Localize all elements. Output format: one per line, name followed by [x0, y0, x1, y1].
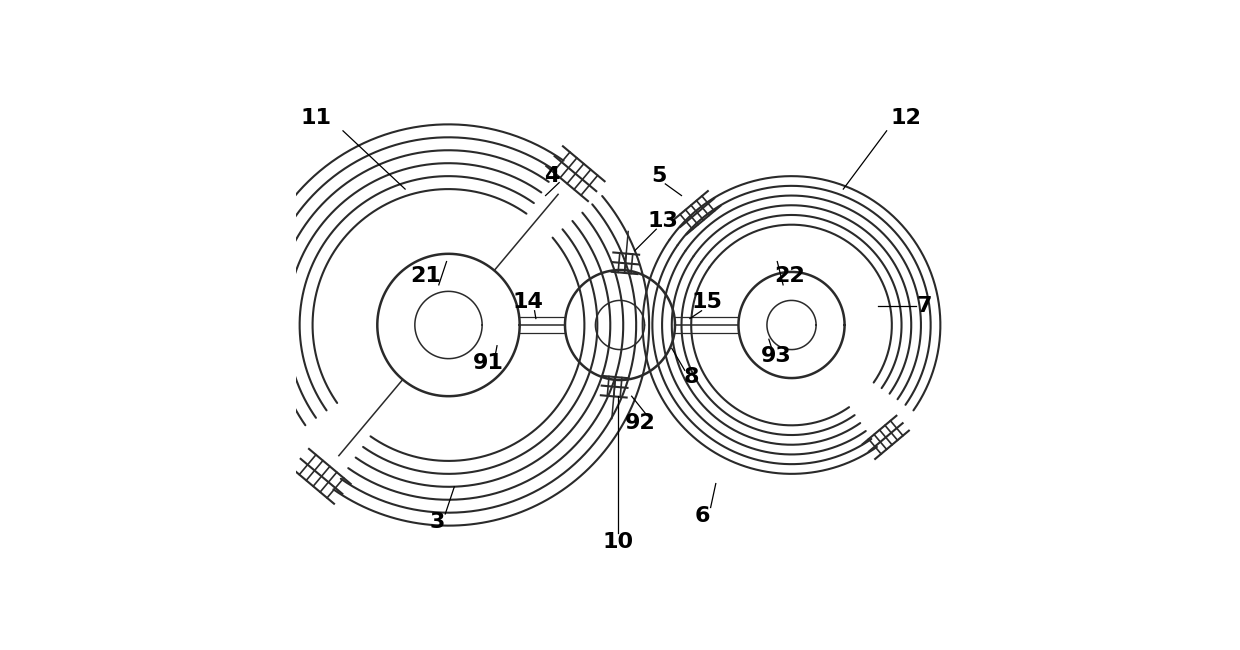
Text: 12: 12	[890, 108, 921, 128]
Text: 10: 10	[603, 532, 634, 552]
Text: 3: 3	[430, 512, 445, 532]
Text: 5: 5	[651, 166, 667, 186]
Text: 4: 4	[544, 166, 559, 186]
Text: 14: 14	[512, 292, 543, 313]
Text: 91: 91	[472, 352, 503, 372]
Text: 21: 21	[410, 266, 441, 287]
Text: 93: 93	[761, 346, 792, 366]
Text: 6: 6	[696, 506, 711, 526]
Text: 92: 92	[625, 413, 656, 434]
Text: 7: 7	[916, 296, 932, 316]
Text: 11: 11	[300, 108, 331, 128]
Text: 22: 22	[774, 266, 805, 287]
Text: 8: 8	[683, 367, 699, 387]
Text: 13: 13	[647, 211, 678, 231]
Text: 15: 15	[692, 292, 723, 313]
